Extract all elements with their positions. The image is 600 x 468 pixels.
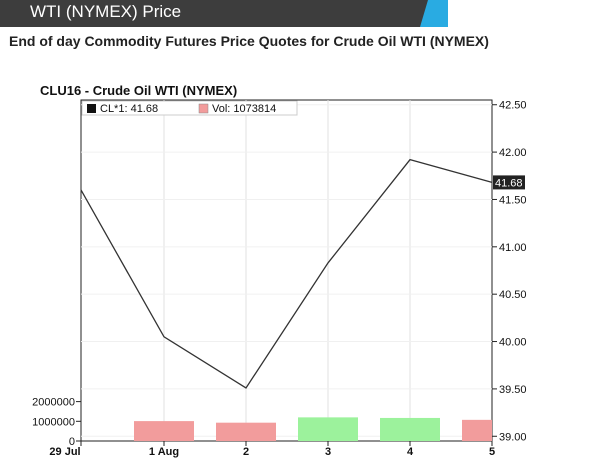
- header-title: WTI (NYMEX) Price: [30, 2, 182, 21]
- price-tick-label: 42.50: [499, 100, 527, 112]
- header-bar: WTI (NYMEX) Price: [0, 0, 448, 27]
- last-value-marker: [493, 175, 525, 190]
- volume-bar: [380, 417, 440, 441]
- header-background: [0, 0, 448, 27]
- price-tick-label: 40.50: [499, 289, 527, 301]
- price-tick-label: 39.00: [499, 431, 527, 443]
- page-subtitle: End of day Commodity Futures Price Quote…: [9, 33, 489, 49]
- volume-bar: [462, 419, 492, 441]
- legend-label-price: CL*1: 41.68: [100, 103, 158, 115]
- x-tick-label: 4: [407, 446, 414, 458]
- x-tick-label: 29 Jul: [49, 446, 80, 458]
- volume-bar: [298, 417, 358, 441]
- price-tick-label: 41.50: [499, 194, 527, 206]
- price-tick-label: 39.50: [499, 384, 527, 396]
- chart-title: CLU16 - Crude Oil WTI (NYMEX): [40, 83, 237, 98]
- last-value-label: 41.68: [495, 177, 523, 189]
- x-tick-label: 1 Aug: [149, 446, 179, 458]
- price-chart: CLU16 - Crude Oil WTI (NYMEX) 39.00 39.50…: [32, 83, 527, 458]
- volume-bar: [216, 422, 276, 441]
- legend-swatch-price: [87, 104, 96, 113]
- volume-tick-label: 0: [69, 436, 75, 448]
- x-tick-label: 5: [489, 446, 495, 458]
- price-tick-label: 42.00: [499, 147, 527, 159]
- price-tick-label: 40.00: [499, 337, 527, 349]
- x-tick-label: 3: [325, 446, 331, 458]
- legend-box: [81, 100, 298, 116]
- volume-tick-label: 1000000: [32, 416, 75, 428]
- legend-label-volume: Vol: 1073814: [212, 103, 276, 115]
- header-accent: [420, 0, 448, 27]
- price-line: [80, 158, 493, 389]
- legend-swatch-volume: [198, 103, 209, 114]
- plot-area: [80, 99, 493, 442]
- x-tick-label: 2: [243, 446, 249, 458]
- volume-bar: [134, 421, 194, 441]
- price-tick-label: 41.00: [499, 242, 527, 254]
- volume-tick-label: 2000000: [32, 397, 75, 409]
